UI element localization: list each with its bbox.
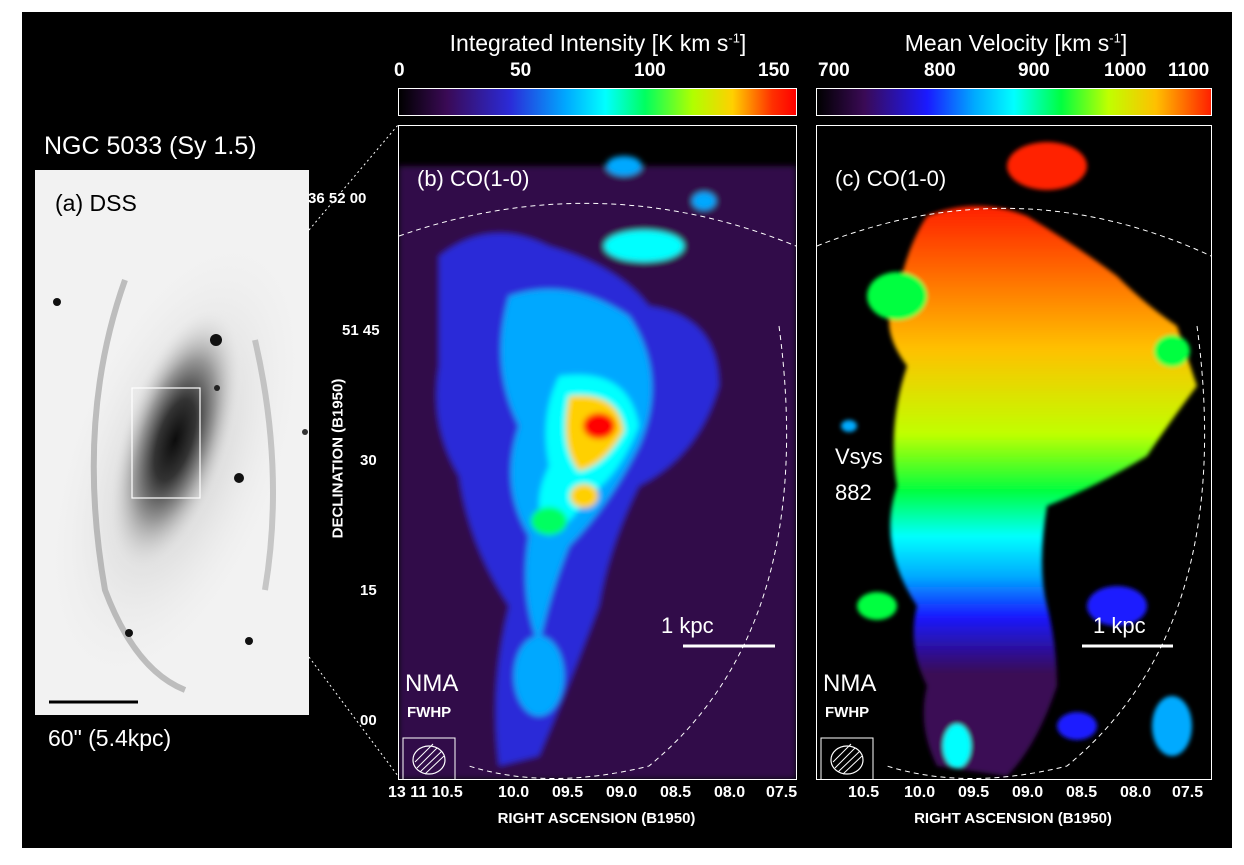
velocity-tick: 700 [818, 60, 850, 81]
ra-ticks-b: 13 11 10.5 10.0 09.5 09.0 08.5 08.0 07.5 [388, 784, 808, 804]
ra-axis-label-c: RIGHT ASCENSION (B1950) [914, 810, 1112, 827]
intensity-tick: 150 [758, 60, 790, 81]
ra-tick: 10.0 [498, 784, 530, 801]
intensity-tick: 100 [634, 60, 666, 81]
velocity-colorbar [816, 88, 1212, 116]
velocity-colorbar-title: Mean Velocity [km s-1] [816, 30, 1216, 57]
dec-tick: 30 [360, 452, 377, 469]
ra-tick: 09.0 [1012, 784, 1044, 801]
ra-axis-label-b: RIGHT ASCENSION (B1950) [497, 810, 696, 827]
dec-tick: 51 45 [342, 322, 380, 339]
vsys-value: 882 [835, 480, 872, 505]
panel-c-telescope: NMA [823, 670, 877, 697]
ra-tick: 09.5 [958, 784, 990, 801]
ra-tick: 08.5 [1066, 784, 1098, 801]
velocity-scalebar-label: 1 kpc [1093, 613, 1146, 638]
intensity-map: (b) CO(1-0) 1 kpc NMA FWHP [398, 125, 797, 780]
intensity-unit-sup: -1 [728, 30, 740, 46]
velocity-tick: 800 [924, 60, 956, 81]
figure-canvas: NGC 5033 (Sy 1.5) [22, 12, 1232, 848]
ra-tick: 09.5 [552, 784, 584, 801]
intensity-colorbar [398, 88, 797, 116]
panel-c-beam-label: FWHP [825, 704, 870, 721]
velocity-unit-sup: -1 [1109, 30, 1121, 46]
panel-b-label: (b) CO(1-0) [417, 166, 530, 191]
panel-b-telescope: NMA [405, 670, 459, 697]
panel-a-label: (a) DSS [55, 190, 137, 216]
dss-image: (a) DSS [35, 170, 309, 715]
velocity-tick: 1100 [1168, 60, 1210, 81]
ra-tick: 09.0 [606, 784, 638, 801]
intensity-scalebar-label: 1 kpc [661, 613, 714, 638]
dec-tick: 36 52 00 [308, 190, 367, 207]
ra-tick: 07.5 [1172, 784, 1204, 801]
panel-c-label: (c) CO(1-0) [835, 166, 947, 191]
velocity-map: (c) CO(1-0) Vsys 882 1 kpc NMA FWHP [816, 125, 1212, 780]
vsys-label: Vsys [835, 444, 883, 469]
intensity-unit-close: ] [739, 30, 747, 56]
intensity-tick: 0 [394, 60, 405, 81]
dec-tick: 15 [360, 582, 377, 599]
ra-ticks-c: 10.5 10.0 09.5 09.0 08.5 08.0 07.5 [816, 784, 1216, 804]
intensity-tick: 50 [510, 60, 532, 81]
velocity-unit-close: ] [1120, 30, 1128, 56]
velocity-tick: 1000 [1104, 60, 1147, 81]
intensity-title-text: Integrated Intensity [K km s [449, 30, 729, 56]
ra-tick: 13 11 10.5 [388, 784, 463, 801]
velocity-map-image [817, 142, 1211, 779]
ra-tick: 07.5 [766, 784, 798, 801]
dec-axis-label: DECLINATION (B1950) [329, 378, 347, 539]
intensity-colorbar-title: Integrated Intensity [K km s-1] [398, 30, 798, 57]
ra-tick: 08.0 [1120, 784, 1152, 801]
intensity-colorbar-ticks: 0 50 100 150 [394, 60, 798, 82]
object-title: NGC 5033 (Sy 1.5) [44, 132, 257, 160]
panel-b-beam-label: FWHP [407, 704, 452, 721]
ra-tick: 08.5 [660, 784, 692, 801]
ra-tick: 10.0 [904, 784, 936, 801]
ra-tick: 10.5 [848, 784, 880, 801]
velocity-tick: 900 [1018, 60, 1050, 81]
dss-scalebar-label: 60" (5.4kpc) [48, 725, 172, 751]
velocity-colorbar-ticks: 700 800 900 1000 1100 [816, 60, 1216, 82]
velocity-title-text: Mean Velocity [km s [904, 30, 1110, 56]
ra-tick: 08.0 [714, 784, 746, 801]
galaxy-image [43, 231, 308, 704]
intensity-map-image [399, 156, 796, 779]
dec-tick: 00 [360, 712, 377, 729]
